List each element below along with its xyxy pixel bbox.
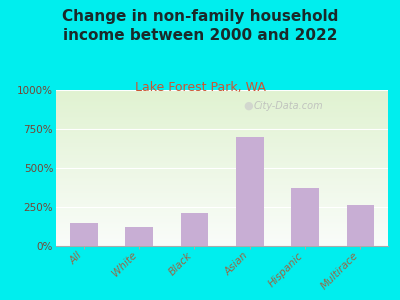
Bar: [70, 223, 98, 246]
Text: City-Data.com: City-Data.com: [254, 100, 323, 111]
Bar: [291, 188, 319, 246]
Bar: [236, 137, 264, 246]
Text: Lake Forest Park, WA: Lake Forest Park, WA: [134, 81, 266, 94]
Bar: [180, 213, 208, 246]
Bar: [125, 227, 153, 246]
Text: ●: ●: [244, 100, 254, 111]
Bar: [346, 206, 374, 246]
Text: Change in non-family household
income between 2000 and 2022: Change in non-family household income be…: [62, 9, 338, 43]
